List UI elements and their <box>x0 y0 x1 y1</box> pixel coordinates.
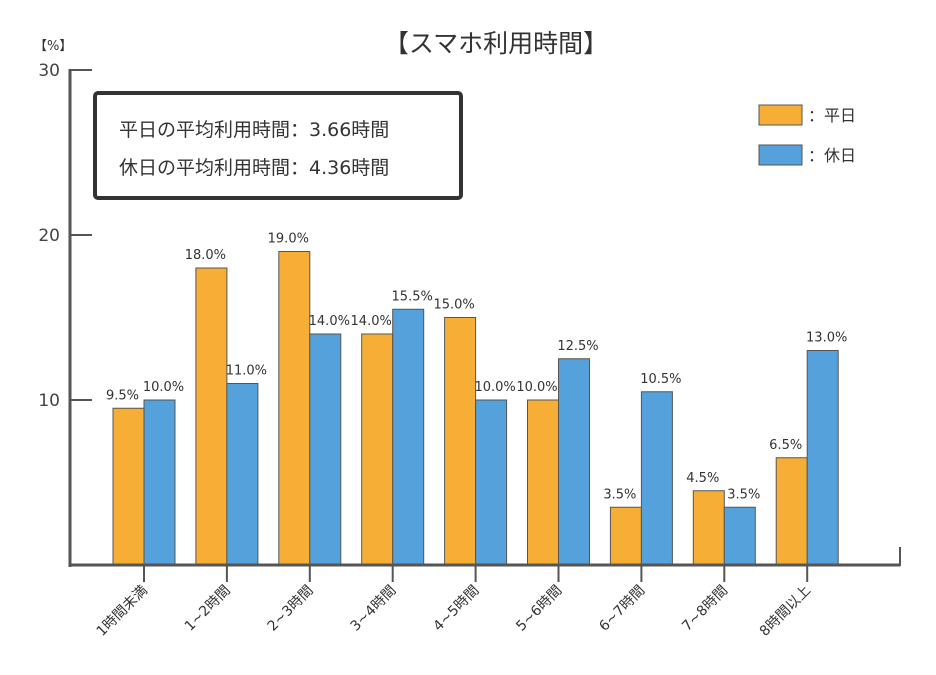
bars <box>112 251 839 566</box>
y-axis: 10 20 30 <box>38 61 92 567</box>
bar-holiday <box>558 358 590 566</box>
bar-holiday <box>475 399 508 566</box>
legend-label-holiday: ：休日 <box>808 146 856 165</box>
data-label: 4.5% <box>686 471 719 486</box>
data-label: 18.0% <box>185 248 226 263</box>
x-tick-label: 1~2時間 <box>182 583 234 635</box>
bar-weekday <box>444 317 477 566</box>
x-tick-label: 5~6時間 <box>513 583 565 635</box>
data-label: 19.0% <box>268 232 309 247</box>
legend-swatch-holiday <box>758 144 803 166</box>
bar-weekday <box>527 399 559 566</box>
data-label: 10.0% <box>474 380 515 395</box>
data-label: 6.5% <box>769 438 802 453</box>
y-tick-label: 30 <box>38 61 60 81</box>
bar-holiday <box>640 391 673 566</box>
x-tick-label: 3~4時間 <box>348 583 400 635</box>
x-tick-label: 2~3時間 <box>265 583 317 635</box>
annotation-frame <box>93 91 463 200</box>
bar-holiday <box>806 350 839 566</box>
annotation-box: 平日の平均利用時間：3.66時間 休日の平均利用時間：4.36時間 <box>93 91 463 200</box>
bar-weekday <box>361 333 394 566</box>
data-label: 14.0% <box>309 314 350 329</box>
data-label: 15.0% <box>433 298 474 313</box>
y-unit-label: 【%】 <box>34 39 72 54</box>
data-label: 15.5% <box>392 289 433 304</box>
x-tick-label: 1時間未満 <box>94 583 151 640</box>
bar-holiday <box>309 333 342 566</box>
y-tick-label: 20 <box>38 226 60 246</box>
chart-title: 【スマホ利用時間】 <box>384 29 608 58</box>
data-label: 14.0% <box>351 314 392 329</box>
weekday-average-note: 平日の平均利用時間：3.66時間 <box>119 119 389 141</box>
bar-holiday <box>723 506 756 566</box>
holiday-average-note: 休日の平均利用時間：4.36時間 <box>119 157 389 179</box>
data-labels: 9.5%10.0%18.0%11.0%19.0%14.0% 14.0%15.5%1… <box>106 232 847 503</box>
bar-weekday <box>195 267 228 566</box>
bar-weekday <box>775 457 808 566</box>
data-label: 12.5% <box>557 339 598 354</box>
data-label: 3.5% <box>603 487 636 502</box>
bar-holiday <box>143 399 176 566</box>
bar-weekday <box>609 506 642 566</box>
data-label: 9.5% <box>106 388 139 403</box>
legend-label-weekday: ：平日 <box>808 106 856 125</box>
bar-weekday <box>692 490 725 566</box>
bar-holiday <box>226 383 259 566</box>
x-tick-label: 4~5時間 <box>430 583 482 635</box>
legend: ：平日 ：休日 <box>758 104 856 166</box>
data-label: 10.5% <box>640 372 681 387</box>
bar-weekday <box>112 407 145 566</box>
data-label: 10.0% <box>516 380 557 395</box>
data-label: 10.0% <box>143 380 184 395</box>
data-label: 3.5% <box>727 487 760 502</box>
x-tick-label: 7~8時間 <box>679 583 731 635</box>
x-tick-label: 8時間以上 <box>757 583 814 640</box>
bar-weekday <box>278 251 311 566</box>
legend-swatch-weekday <box>758 104 803 126</box>
bar-holiday <box>392 308 425 566</box>
y-tick-label: 10 <box>38 391 60 411</box>
data-label: 13.0% <box>806 331 847 346</box>
data-label: 11.0% <box>226 364 267 379</box>
x-tick-label: 6~7時間 <box>596 583 648 635</box>
